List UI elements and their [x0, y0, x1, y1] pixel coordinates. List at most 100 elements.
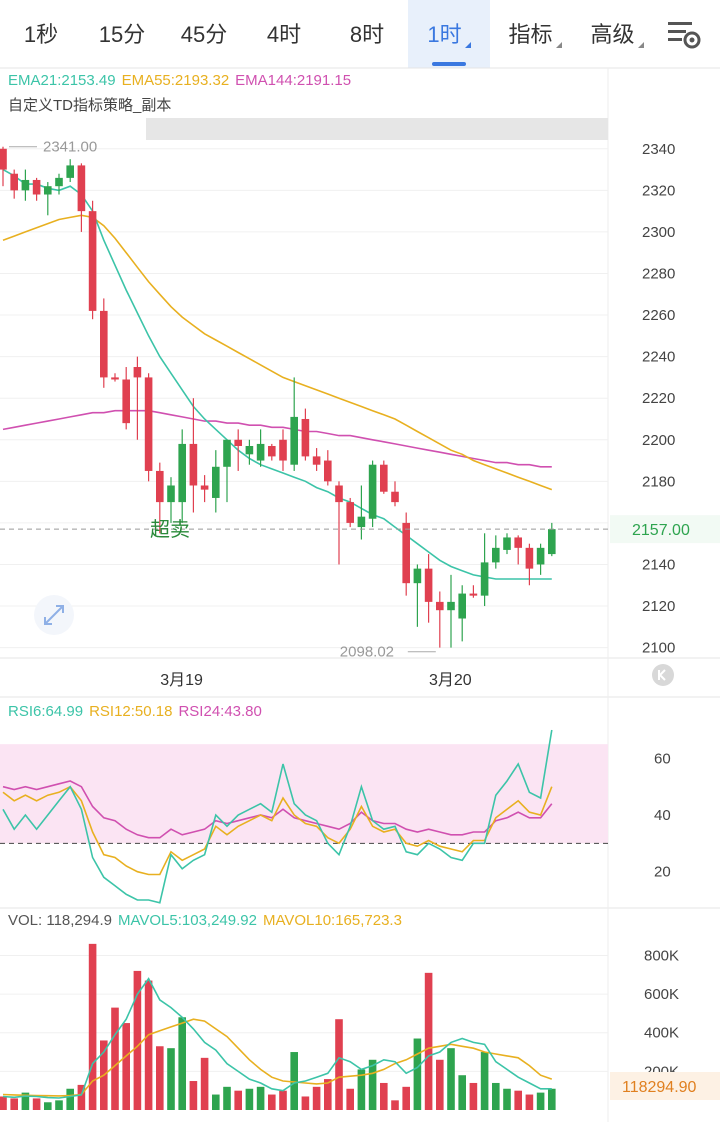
candle-body [167, 485, 175, 503]
chart-settings-icon[interactable] [664, 16, 704, 52]
volume-bar [536, 1092, 545, 1110]
candle [447, 574, 455, 648]
volume-bar [312, 1086, 321, 1110]
candle [391, 481, 399, 507]
rsi-legend: RSI6:64.99 RSI12:50.18 RSI24:43.80 [8, 703, 268, 720]
tab-0[interactable]: 1秒 [8, 0, 74, 68]
tab-1[interactable]: 15分 [84, 0, 160, 68]
candle-body [66, 165, 74, 178]
candle-body [346, 502, 354, 523]
tab-6[interactable]: 指标 [496, 0, 574, 68]
tab-label: 45分 [180, 22, 228, 47]
candle [189, 398, 198, 513]
volume-bar [156, 1046, 164, 1110]
volume-bar [469, 1082, 478, 1110]
candle [458, 585, 466, 642]
candle-body [212, 466, 220, 498]
candle-body [424, 568, 433, 602]
rsi-tick-label: 40 [654, 807, 671, 824]
price-tick-label: 2320 [642, 182, 675, 199]
legend-entry: RSI6:64.99 [8, 703, 84, 720]
volume-bar [492, 1082, 500, 1110]
price-tick-label: 2120 [642, 598, 675, 615]
candle-body [77, 165, 86, 212]
tab-label: 高级 [590, 22, 635, 47]
price-tick-label: 2340 [642, 141, 675, 158]
low-price-label: 2098.02 [340, 644, 394, 661]
expand-icon-glyph [44, 605, 64, 625]
volume-bar [424, 972, 433, 1110]
candle-body [122, 379, 130, 424]
candle [402, 512, 410, 596]
tab-2[interactable]: 45分 [168, 0, 240, 68]
volume-bar [32, 1098, 41, 1110]
volume-current-badge [610, 1072, 720, 1100]
current-price-badge [610, 515, 720, 544]
candle [424, 554, 433, 623]
candle-body [335, 485, 343, 503]
legend-entry: EMA21:2153.49 [8, 72, 116, 89]
candle-body [503, 537, 511, 550]
candle [77, 163, 86, 232]
candle [66, 159, 74, 183]
volume-bar [111, 1007, 119, 1110]
volume-legend: VOL: 118,294.9 MAVOL5:103,249.92 MAVOL10:1… [8, 912, 408, 929]
candle [234, 429, 242, 471]
candle-body [144, 377, 153, 471]
candle [100, 298, 108, 388]
candle-body [301, 418, 310, 457]
tab-7[interactable]: 高级 [578, 0, 656, 68]
candle-body [44, 186, 52, 195]
candle [492, 535, 500, 569]
candle-body [514, 537, 522, 548]
price-tick-label: 2260 [642, 307, 675, 324]
candle-body [32, 179, 41, 195]
candle-body [380, 464, 388, 492]
candle-body [111, 377, 119, 380]
candle-body [88, 211, 97, 311]
candle [469, 585, 478, 598]
tab-label: 1时 [427, 22, 462, 47]
tab-label: 4时 [266, 22, 302, 47]
tab-label: 指标 [508, 22, 553, 47]
volume-bar [380, 1082, 388, 1110]
volume-bar [447, 1048, 455, 1110]
candle [368, 460, 377, 528]
tab-3[interactable]: 4时 [252, 0, 316, 68]
candle-body [21, 179, 30, 191]
tab-4[interactable]: 8时 [330, 0, 404, 68]
candle-body [391, 491, 399, 503]
ema144-line [2, 409, 552, 468]
volume-bar [66, 1088, 74, 1110]
volume-bar [357, 1069, 366, 1110]
expand-arrows-icon[interactable] [34, 595, 74, 635]
volume-current-label: 118294.90 [622, 1079, 697, 1096]
candle-body [312, 456, 321, 465]
candle [178, 429, 186, 523]
volume-bar [55, 1100, 63, 1110]
candle [268, 443, 276, 461]
candle-body [234, 439, 242, 446]
candle [514, 535, 522, 565]
candle [357, 485, 366, 540]
candle-body [357, 516, 366, 528]
volume-bar [413, 1038, 422, 1110]
candle-body [156, 470, 164, 503]
volume-bar [256, 1086, 265, 1110]
legend-entry: VOL: 118,294.9 [8, 912, 112, 929]
active-tab-indicator [432, 62, 466, 66]
collapse-circle-icon[interactable] [652, 664, 674, 686]
candle [245, 439, 254, 465]
tab-label: 1秒 [23, 22, 59, 47]
candle-body [324, 460, 332, 482]
candle-body [548, 529, 556, 555]
candle-body [447, 601, 455, 611]
candle-body [133, 367, 142, 378]
high-price-label: 2341.00 [43, 139, 97, 156]
price-tick-label: 2220 [642, 390, 675, 407]
candle-body [100, 310, 108, 378]
volume-bar [436, 1059, 444, 1110]
volume-bar [10, 1098, 18, 1110]
tab-5[interactable]: 1时 [408, 0, 490, 68]
